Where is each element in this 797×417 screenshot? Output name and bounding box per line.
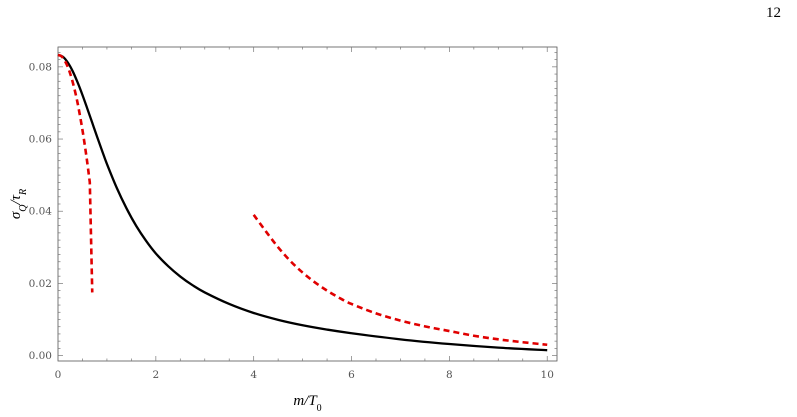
solid-series-line [57, 53, 548, 352]
y-tick-label: 0.04 [29, 206, 53, 218]
y-axis-label-sub-q: Q [18, 204, 29, 212]
y-axis-ticks: 0.00 0.02 0.04 0.06 0.08 [29, 52, 557, 362]
y-tick-label: 0.06 [29, 134, 53, 146]
y-tick-label: 0.00 [29, 350, 52, 362]
y-axis-label-sub-r: R [18, 189, 29, 196]
series-group [57, 53, 548, 352]
x-axis-label-main: m/T [293, 393, 318, 409]
x-tick-label: 4 [250, 369, 257, 381]
y-tick-label: 0.08 [29, 61, 52, 73]
dashed-series-line-1 [57, 53, 94, 293]
y-axis-label-sigma: σ [8, 211, 24, 219]
x-tick-label: 8 [446, 369, 453, 381]
x-axis-ticks: 0 2 4 6 8 10 [55, 47, 554, 381]
page-number: 12 [766, 5, 781, 21]
x-tick-label: 10 [541, 369, 554, 381]
x-tick-label: 2 [152, 369, 159, 381]
plot-frame [57, 46, 558, 362]
y-axis-label-tau: /τ [8, 194, 24, 205]
x-axis-label: m/T0 [293, 393, 321, 414]
x-tick-label: 0 [55, 369, 62, 381]
y-axis-label: σQ/τR [8, 189, 29, 219]
x-tick-label: 6 [348, 369, 355, 381]
dashed-series-line-2 [252, 214, 548, 347]
y-tick-label: 0.02 [29, 278, 52, 290]
x-axis-label-subscript: 0 [317, 403, 322, 414]
